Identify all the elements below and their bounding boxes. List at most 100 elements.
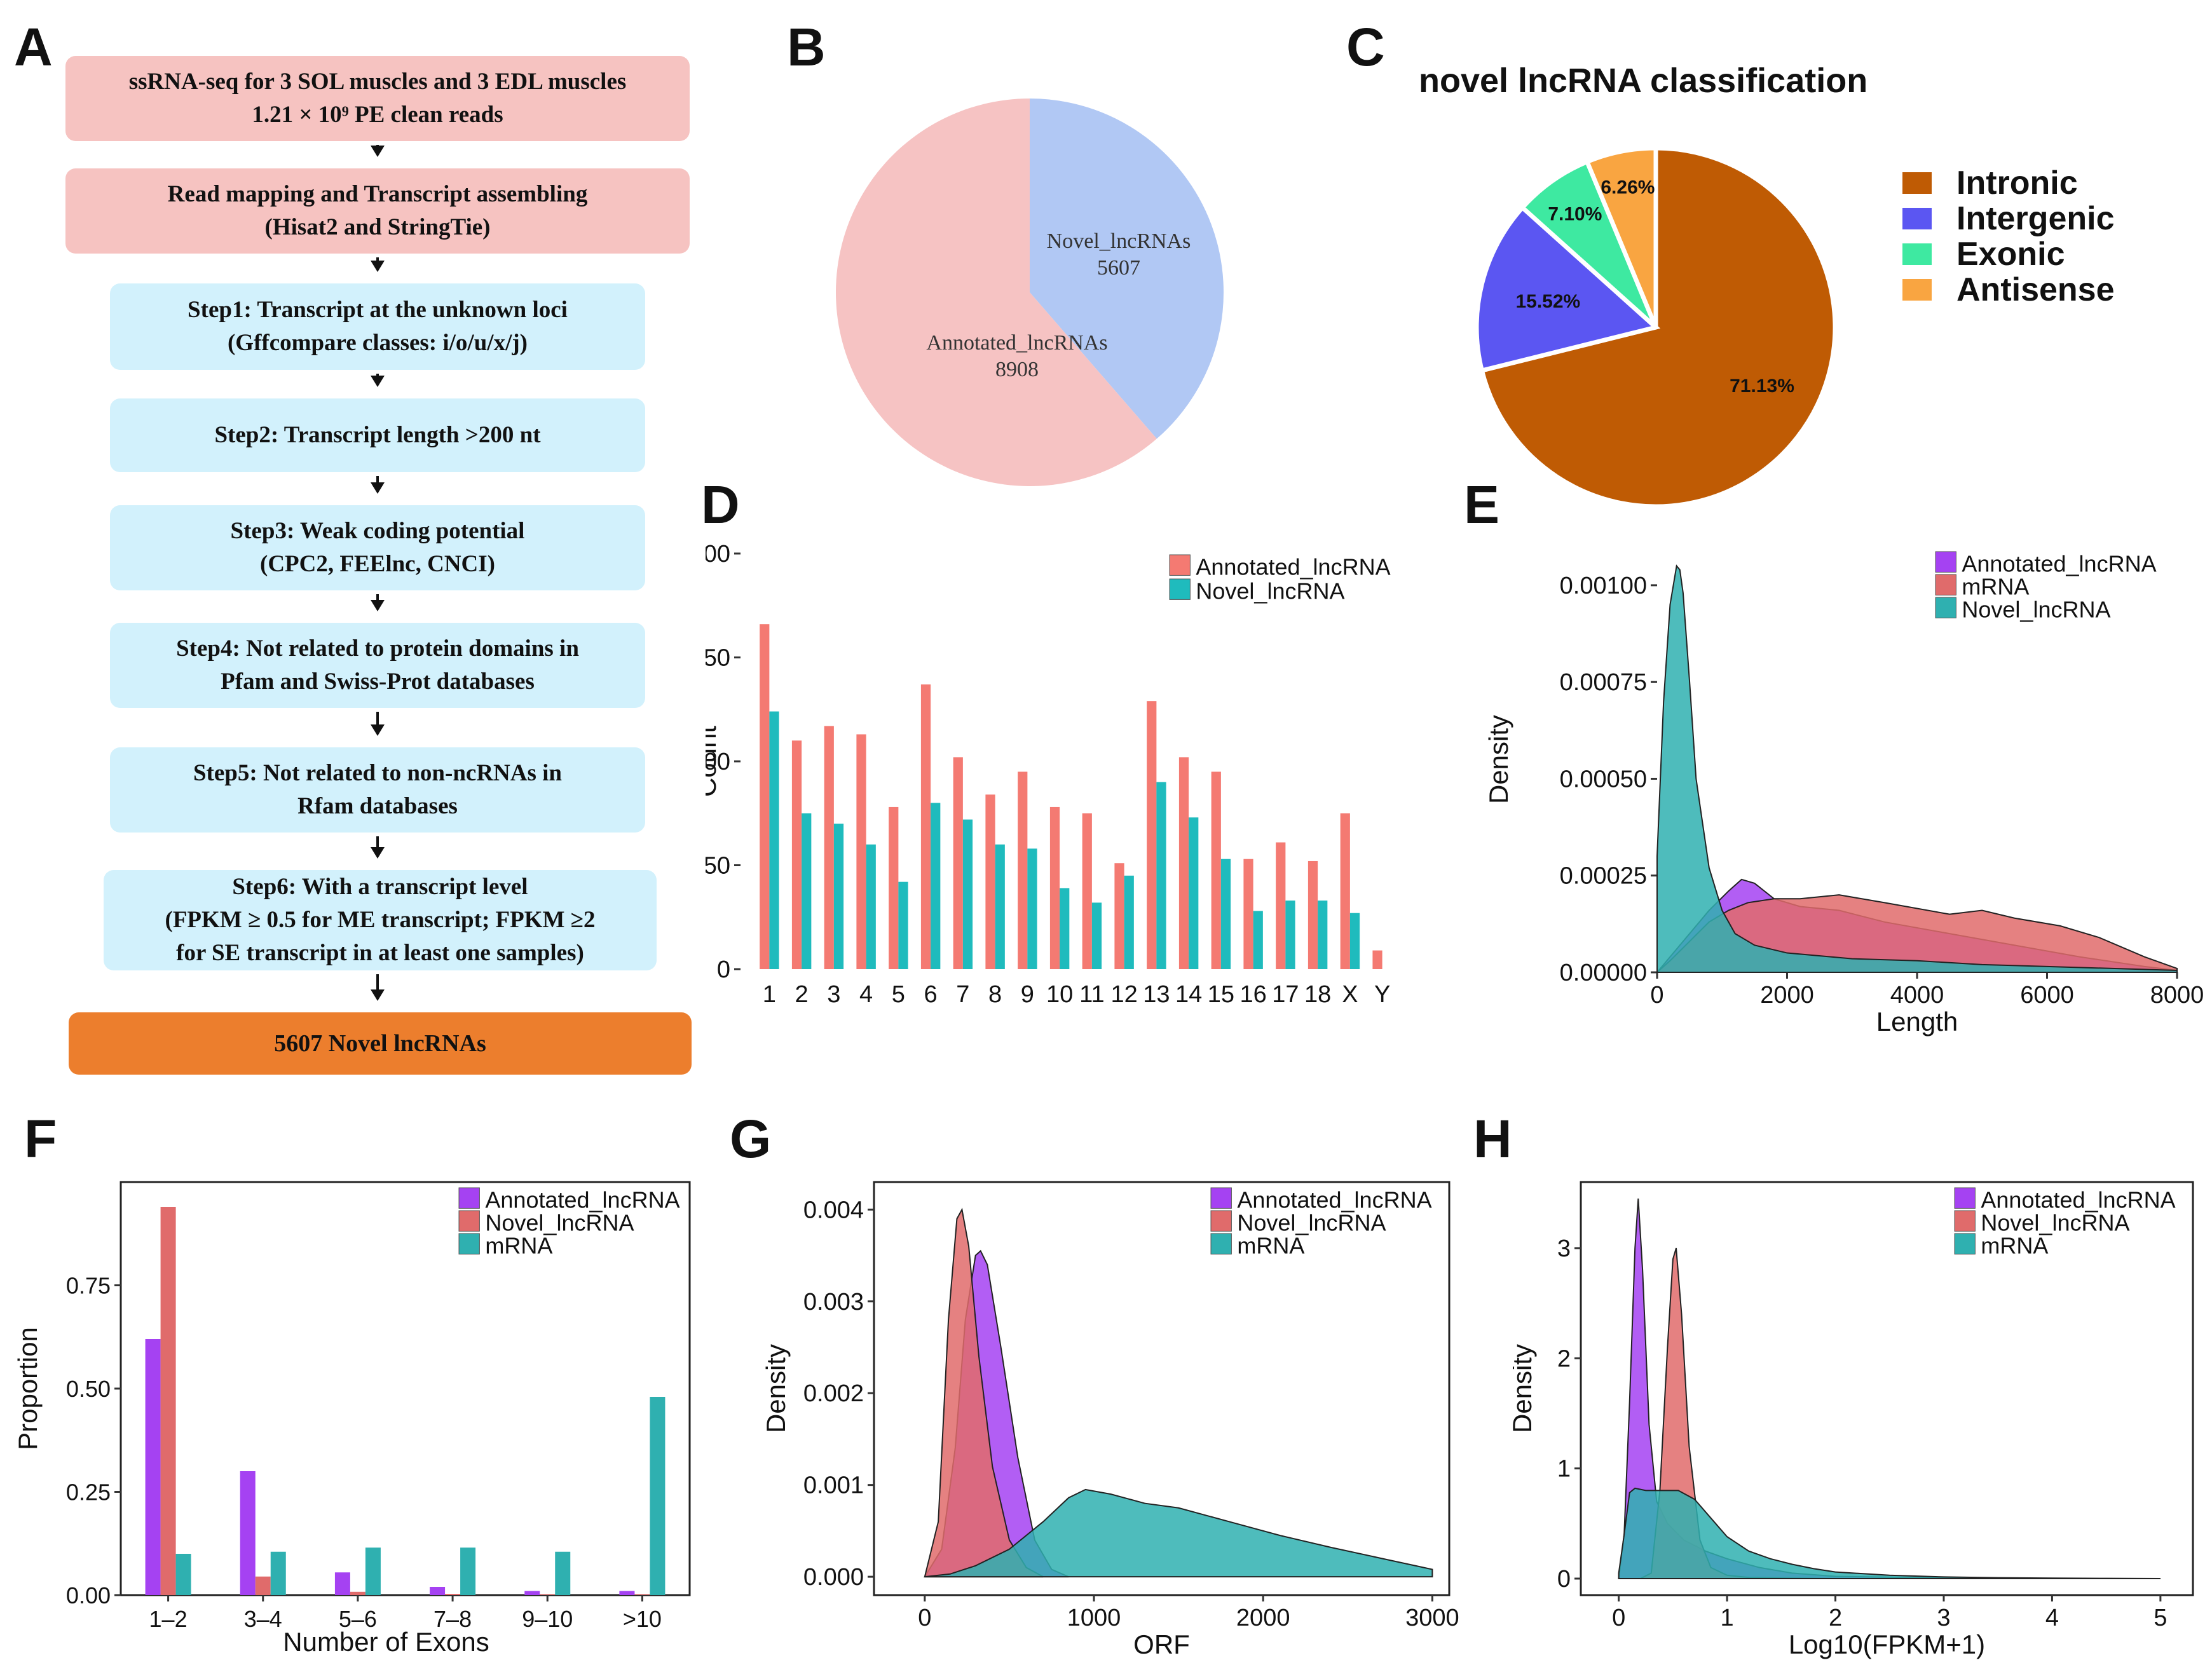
flow-step-text: ssRNA-seq for 3 SOL muscles and 3 EDL mu… (129, 65, 627, 132)
flow-step-line: 5607 Novel lncRNAs (274, 1030, 486, 1057)
bar-annotated-lncrna (1211, 772, 1221, 969)
chart-c-pie: 71.13% 15.52% 7.10% 6.26% IntronicIntergenic… (1474, 146, 2115, 508)
flow-arrow (371, 374, 385, 387)
legend-label: Annotated_lncRNA (1237, 1186, 1431, 1213)
x-tick-label: 6000 (2020, 982, 2074, 1009)
x-tick-label: 3 (827, 981, 840, 1008)
flow-step-6: Step4: Not related to protein domains in… (110, 623, 645, 708)
y-tick-label: 3 (1557, 1235, 1571, 1262)
x-tick-label: 7 (956, 981, 969, 1008)
flow-step-1: ssRNA-seq for 3 SOL muscles and 3 EDL mu… (65, 56, 690, 141)
bar-novel-lncrna (1091, 902, 1102, 969)
pie-slice-intergenic (1474, 204, 1661, 374)
bar-novel-lncrna (1060, 888, 1070, 969)
flow-step-line: ssRNA-seq for 3 SOL muscles and 3 EDL mu… (128, 69, 627, 95)
bar-novel-lncrna (1349, 913, 1360, 969)
x-tick-label: 10 (1046, 981, 1073, 1008)
legend-swatch (1935, 597, 1956, 618)
bar-annotated-lncrna (619, 1591, 635, 1595)
x-tick-label: 2 (1829, 1605, 1842, 1631)
bar-novel-lncrna (255, 1576, 271, 1595)
bar-novel-lncrna (995, 844, 1005, 969)
bar-annotated-lncrna (1276, 842, 1286, 969)
flow-arrow (371, 836, 385, 859)
density-area-novel-lncrna (1656, 564, 2178, 973)
x-axis-title: Length (1876, 1007, 1958, 1037)
legend-label: Novel_lncRNA (1196, 578, 1344, 604)
panel-label-b: B (787, 17, 826, 77)
panel-label-c: C (1346, 17, 1385, 77)
x-tick-label: 4000 (1890, 982, 1944, 1009)
y-tick-label: 0.25 (66, 1479, 111, 1506)
flow-step-line: 1.21 × 10⁹ PE clean reads (252, 102, 503, 128)
flow-arrow (371, 145, 385, 157)
flow-step-text: Step5: Not related to non-ncRNAs in Rfam … (193, 757, 562, 823)
y-tick-label: 2 (1557, 1345, 1571, 1372)
bar-annotated-lncrna (1243, 859, 1253, 969)
x-axis-title: ORF (1133, 1629, 1190, 1659)
bar-annotated-lncrna (145, 1339, 161, 1595)
x-tick-label: 3000 (1405, 1605, 1459, 1631)
flow-step-line: Step2: Transcript length >200 nt (214, 422, 541, 448)
x-tick-label: Y (1374, 981, 1390, 1008)
flow-step-text: Step4: Not related to protein domains in… (176, 632, 579, 698)
bar-annotated-lncrna (1082, 813, 1092, 969)
flow-step-line: Step5: Not related to non-ncRNAs in (193, 760, 562, 786)
bar-annotated-lncrna (524, 1591, 540, 1595)
x-tick-label: 9–10 (522, 1606, 573, 1632)
y-tick-label: 0.75 (66, 1273, 111, 1299)
x-tick-label: 4 (859, 981, 873, 1008)
legend-swatch-intronic (1902, 172, 1932, 194)
flow-step-line: (FPKM ≥ 0.5 for ME transcript; FPKM ≥2 (165, 907, 596, 933)
bar-novel-lncrna (802, 813, 812, 969)
legend-swatch (458, 1187, 480, 1209)
plot-border (873, 1181, 1451, 1596)
x-axis-title: Number of Exons (283, 1627, 489, 1657)
y-tick-label: 0.00050 (1560, 766, 1647, 792)
flow-arrow (371, 974, 385, 1001)
flow-step-line: Pfam and Swiss-Prot databases (221, 669, 535, 695)
y-tick-label: 1 (1557, 1456, 1571, 1483)
flow-step-final: 5607 Novel lncRNAs (69, 1012, 692, 1075)
pie-label-name: Annotated_lncRNAs (926, 331, 1107, 355)
density-area-mrna (924, 1488, 1433, 1578)
x-tick-label: 2 (795, 981, 809, 1008)
x-tick-label: 1–2 (149, 1606, 188, 1632)
legend-swatch-exonic (1902, 243, 1932, 265)
flow-step-text: 5607 Novel lncRNAs (274, 1027, 486, 1060)
flow-step-line: Read mapping and Transcript assembling (167, 181, 588, 207)
pie-percent-label: 7.10% (1548, 204, 1602, 225)
legend-label: Novel_lncRNA (1962, 596, 2110, 622)
legend-label: Annotated_lncRNA (485, 1186, 679, 1213)
x-tick-label: 1 (1721, 1605, 1734, 1631)
panel-label-h: H (1473, 1109, 1512, 1169)
y-tick-label: 0.004 (803, 1197, 864, 1223)
bar-mrna (175, 1554, 191, 1595)
bar-annotated-lncrna (760, 624, 770, 969)
bar-annotated-lncrna (1049, 806, 1060, 969)
legend-label-exonic: Exonic (1956, 236, 2065, 273)
flow-step-line: (Hisat2 and StringTie) (264, 214, 491, 240)
bar-annotated-lncrna (953, 757, 963, 969)
legend-label: mRNA (485, 1232, 552, 1258)
legend-swatch (1935, 551, 1956, 573)
pie-slice-novel-lncrnas (1030, 99, 1224, 439)
bar-novel-lncrna (1027, 848, 1037, 969)
y-tick-label: 250 (706, 853, 730, 880)
chart-b-pie: Novel_lncRNAs 5607 Annotated_lncRNAs 8908 (836, 99, 1224, 487)
bar-novel-lncrna (931, 803, 941, 969)
panel-label-f: F (24, 1109, 57, 1169)
x-tick-label: 0 (918, 1605, 931, 1631)
flow-step-line: (Gffcompare classes: i/o/u/x/j) (227, 330, 528, 356)
x-tick-label: 0 (1650, 982, 1663, 1009)
legend-label: Annotated_lncRNA (1196, 554, 1390, 580)
bar-novel-lncrna (1220, 859, 1231, 969)
flow-step-5: Step3: Weak coding potential (CPC2, FEEln… (110, 505, 645, 590)
flow-step-line: Step3: Weak coding potential (230, 518, 525, 544)
flow-step-4: Step2: Transcript length >200 nt (110, 398, 645, 472)
bar-novel-lncrna (1156, 782, 1166, 969)
bar-mrna (650, 1397, 666, 1595)
flow-arrow (371, 257, 385, 272)
pie-label-value: 8908 (995, 358, 1039, 381)
bar-novel-lncrna (1253, 911, 1263, 969)
